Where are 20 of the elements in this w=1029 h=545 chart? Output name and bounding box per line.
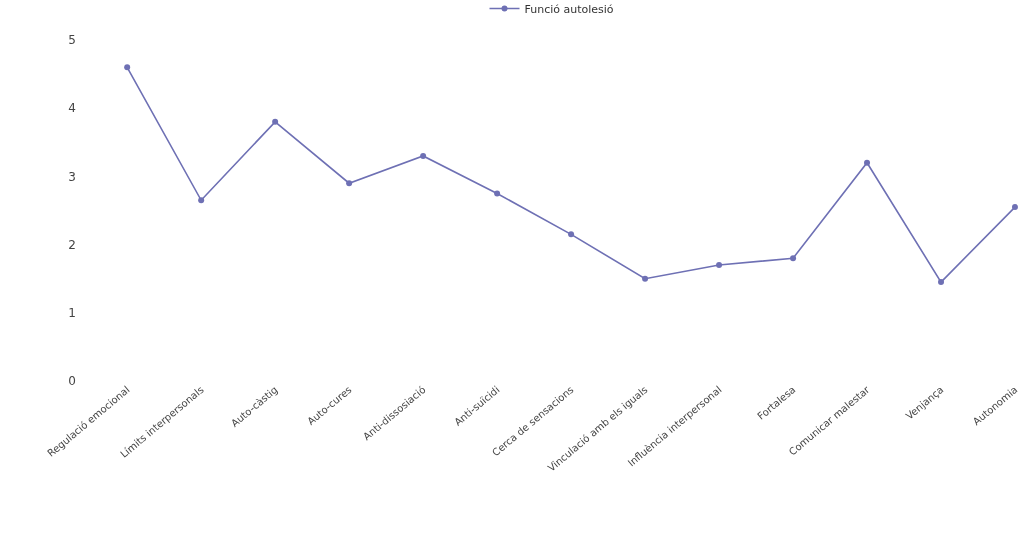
point <box>272 118 279 125</box>
y-tick-label: 1 <box>68 306 76 320</box>
point <box>642 275 649 282</box>
y-tick-label: 4 <box>68 101 76 116</box>
y-tick-label: 2 <box>68 237 76 252</box>
point <box>938 279 945 286</box>
point <box>124 64 131 71</box>
y-tick-label: 0 <box>68 374 76 389</box>
point <box>198 197 205 204</box>
point <box>346 180 353 187</box>
point <box>790 255 797 262</box>
y-tick-label: 3 <box>68 169 76 184</box>
point <box>420 152 427 159</box>
point <box>568 231 575 238</box>
y-tick-label: 5 <box>68 33 76 48</box>
point <box>864 159 871 166</box>
point <box>716 262 723 269</box>
legend-label: Funció autolesió <box>524 2 614 16</box>
point <box>494 190 501 197</box>
point <box>1012 204 1018 211</box>
